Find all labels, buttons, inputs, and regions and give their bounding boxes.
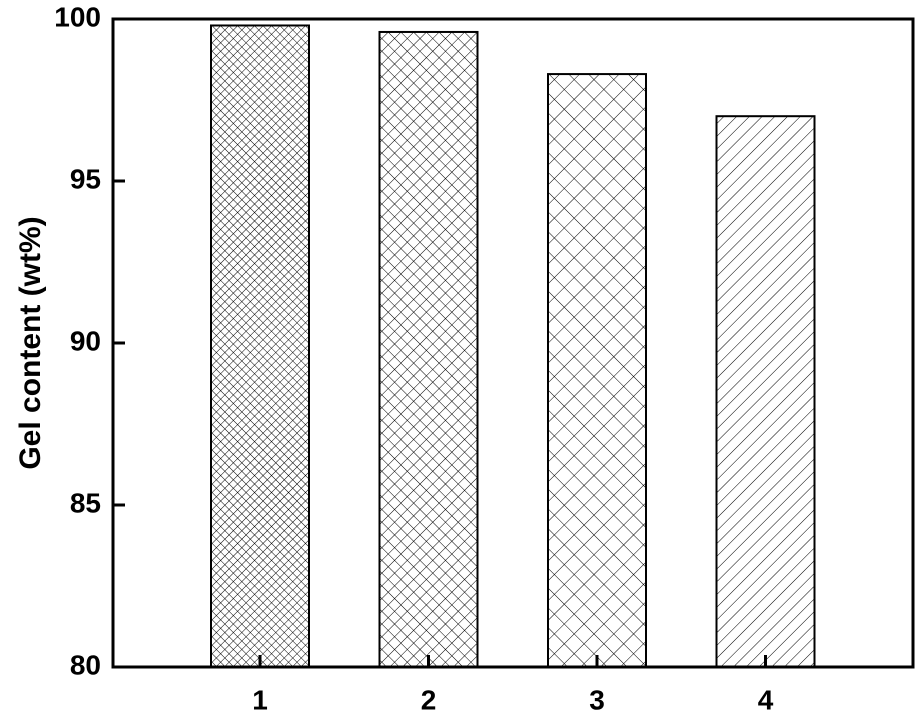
x-tick-label: 2 bbox=[421, 684, 437, 715]
x-tick-label: 1 bbox=[252, 684, 268, 715]
x-tick-label: 4 bbox=[758, 684, 774, 715]
bar bbox=[715, 115, 816, 668]
bar bbox=[547, 73, 647, 668]
y-tick-label: 85 bbox=[70, 487, 101, 518]
y-tick-label: 100 bbox=[54, 1, 101, 32]
y-tick-label: 90 bbox=[70, 325, 101, 356]
y-tick-label: 95 bbox=[70, 163, 101, 194]
x-tick-label: 3 bbox=[589, 684, 605, 715]
bar bbox=[210, 24, 310, 669]
y-tick-label: 80 bbox=[70, 649, 101, 680]
bar bbox=[378, 30, 479, 668]
y-axis-label: Gel content (wt%) bbox=[14, 216, 47, 469]
